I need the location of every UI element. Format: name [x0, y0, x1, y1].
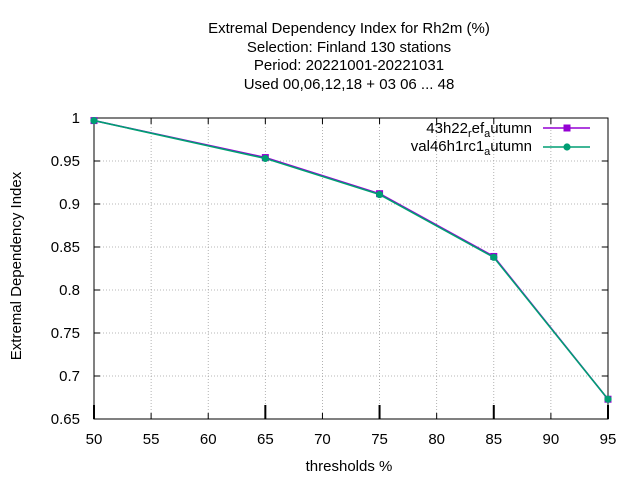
tick-label-y: 0.95 [51, 153, 80, 170]
chart-title: Extremal Dependency Index for Rh2m (%) S… [208, 20, 490, 93]
series-layer [90, 116, 612, 403]
legend-marker-1 [563, 124, 571, 132]
tick-label-x: 50 [86, 431, 103, 448]
legend-label-1: 43h22refautumn [426, 120, 532, 140]
tick-label-y: 0.65 [51, 411, 80, 428]
series-line-2 [93, 119, 609, 400]
legend-entry-2: val46h1rc1autumn [411, 138, 590, 158]
data-point-s2 [261, 154, 269, 163]
title-line-3: Period: 20221001-20221031 [254, 57, 444, 74]
axis-ticks [93, 117, 609, 420]
tick-label-x: 65 [257, 431, 274, 448]
tick-label-x: 55 [143, 431, 160, 448]
data-point-s2 [90, 116, 98, 125]
series-line-1 [93, 119, 609, 400]
legend-label-2: val46h1rc1autumn [411, 138, 532, 158]
tick-label-x: 80 [428, 431, 445, 448]
grid [94, 118, 608, 419]
tick-label-x: 95 [600, 431, 617, 448]
tick-label-x: 75 [371, 431, 388, 448]
tick-label-x: 70 [314, 431, 331, 448]
legend-entry-1: 43h22refautumn [426, 120, 590, 140]
data-point-s2 [490, 253, 498, 261]
title-line-2: Selection: Finland 130 stations [247, 39, 451, 56]
tick-label-x: 60 [200, 431, 217, 448]
tick-label-x: 90 [543, 431, 560, 448]
tick-label-y: 0.7 [59, 368, 80, 385]
tick-label-y: 0.85 [51, 239, 80, 256]
y-axis-label: Extremal Dependency Index [8, 171, 25, 360]
legend: 43h22refautumn val46h1rc1autumn [411, 120, 590, 158]
tick-label-y: 1 [72, 110, 80, 127]
plot-border [93, 117, 609, 420]
tick-labels: 50 55 60 65 70 75 80 85 90 95 0.65 0.7 0.75 0.8 0.85 0.… [51, 110, 617, 448]
tick-label-x: 85 [485, 431, 502, 448]
tick-label-y: 0.8 [59, 282, 80, 299]
data-point-s2 [604, 395, 612, 403]
title-line-1: Extremal Dependency Index for Rh2m (%) [208, 20, 490, 37]
legend-marker-2 [563, 143, 571, 151]
title-line-4: Used 00,06,12,18 + 03 06 ... 48 [244, 76, 455, 93]
data-point-s2 [375, 190, 384, 199]
tick-label-y: 0.75 [51, 325, 80, 342]
x-axis-label: thresholds % [306, 458, 393, 475]
tick-label-y: 0.9 [59, 196, 80, 213]
